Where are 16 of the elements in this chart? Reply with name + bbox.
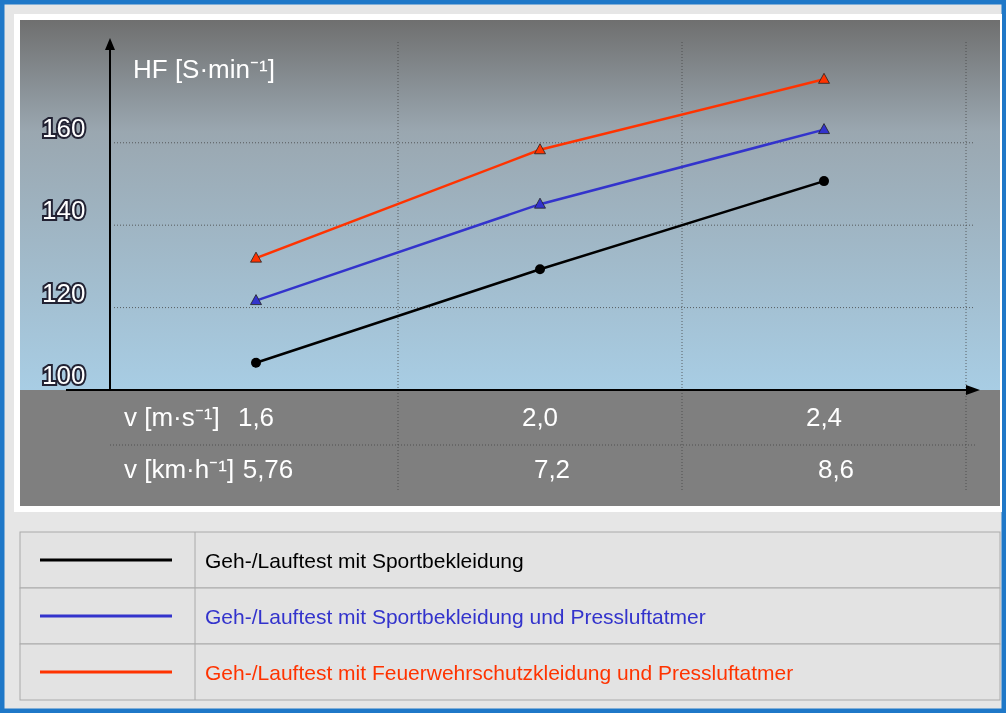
y-axis-title: HF [S·min⁻¹] bbox=[133, 54, 275, 84]
y-tick-label: 100 bbox=[42, 360, 86, 390]
text: 7,2 bbox=[533, 454, 571, 484]
text: Geh-/Lauftest mit Sportbekleidung und Pressluftatmer bbox=[205, 605, 706, 628]
x-tick-label: 2,0 bbox=[521, 402, 559, 432]
y-tick-label: 140 bbox=[42, 195, 86, 226]
x-tick-label: 1,6 bbox=[237, 402, 275, 432]
text: Geh-/Lauftest mit Sportbekleidung bbox=[205, 549, 524, 572]
text: 5,76 bbox=[242, 454, 294, 484]
text: v [km·h⁻¹] bbox=[124, 454, 235, 484]
x-tick-label: 2,4 bbox=[805, 402, 843, 432]
x-axis-title: v [m·s⁻¹] bbox=[124, 402, 220, 432]
text: Geh-/Lauftest mit Feuerwehrschutzkleidung und Pressluftatmer bbox=[205, 661, 794, 684]
y-tick-label: 120 bbox=[42, 277, 86, 308]
y-tick-label: 160 bbox=[42, 112, 86, 143]
text: 8,6 bbox=[817, 454, 855, 484]
